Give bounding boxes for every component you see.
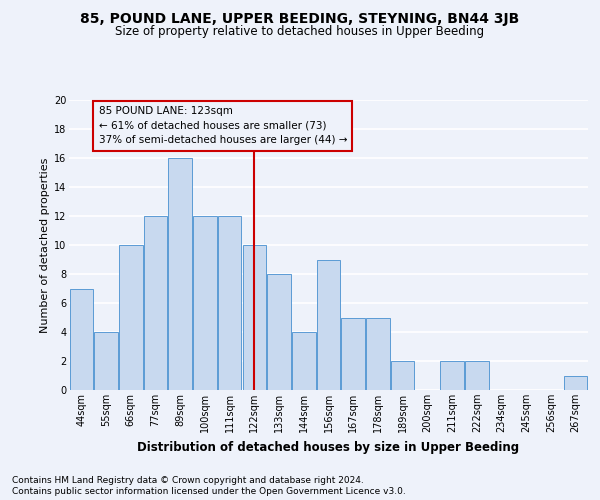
Text: Contains public sector information licensed under the Open Government Licence v3: Contains public sector information licen… [12,487,406,496]
Text: 85, POUND LANE, UPPER BEEDING, STEYNING, BN44 3JB: 85, POUND LANE, UPPER BEEDING, STEYNING,… [80,12,520,26]
Bar [564,376,587,390]
Bar [317,260,340,390]
Text: Contains HM Land Registry data © Crown copyright and database right 2024.: Contains HM Land Registry data © Crown c… [12,476,364,485]
Bar [366,318,389,390]
Bar [292,332,316,390]
Bar [169,158,192,390]
Bar [440,361,464,390]
Bar [391,361,415,390]
Bar [218,216,241,390]
Bar [70,288,93,390]
Bar [268,274,291,390]
Bar [119,245,143,390]
Y-axis label: Number of detached properties: Number of detached properties [40,158,50,332]
Bar [242,245,266,390]
Bar [341,318,365,390]
Bar [144,216,167,390]
Bar [193,216,217,390]
Bar [465,361,488,390]
Text: Size of property relative to detached houses in Upper Beeding: Size of property relative to detached ho… [115,25,485,38]
Bar [94,332,118,390]
Text: 85 POUND LANE: 123sqm
← 61% of detached houses are smaller (73)
37% of semi-deta: 85 POUND LANE: 123sqm ← 61% of detached … [98,106,347,146]
X-axis label: Distribution of detached houses by size in Upper Beeding: Distribution of detached houses by size … [137,440,520,454]
